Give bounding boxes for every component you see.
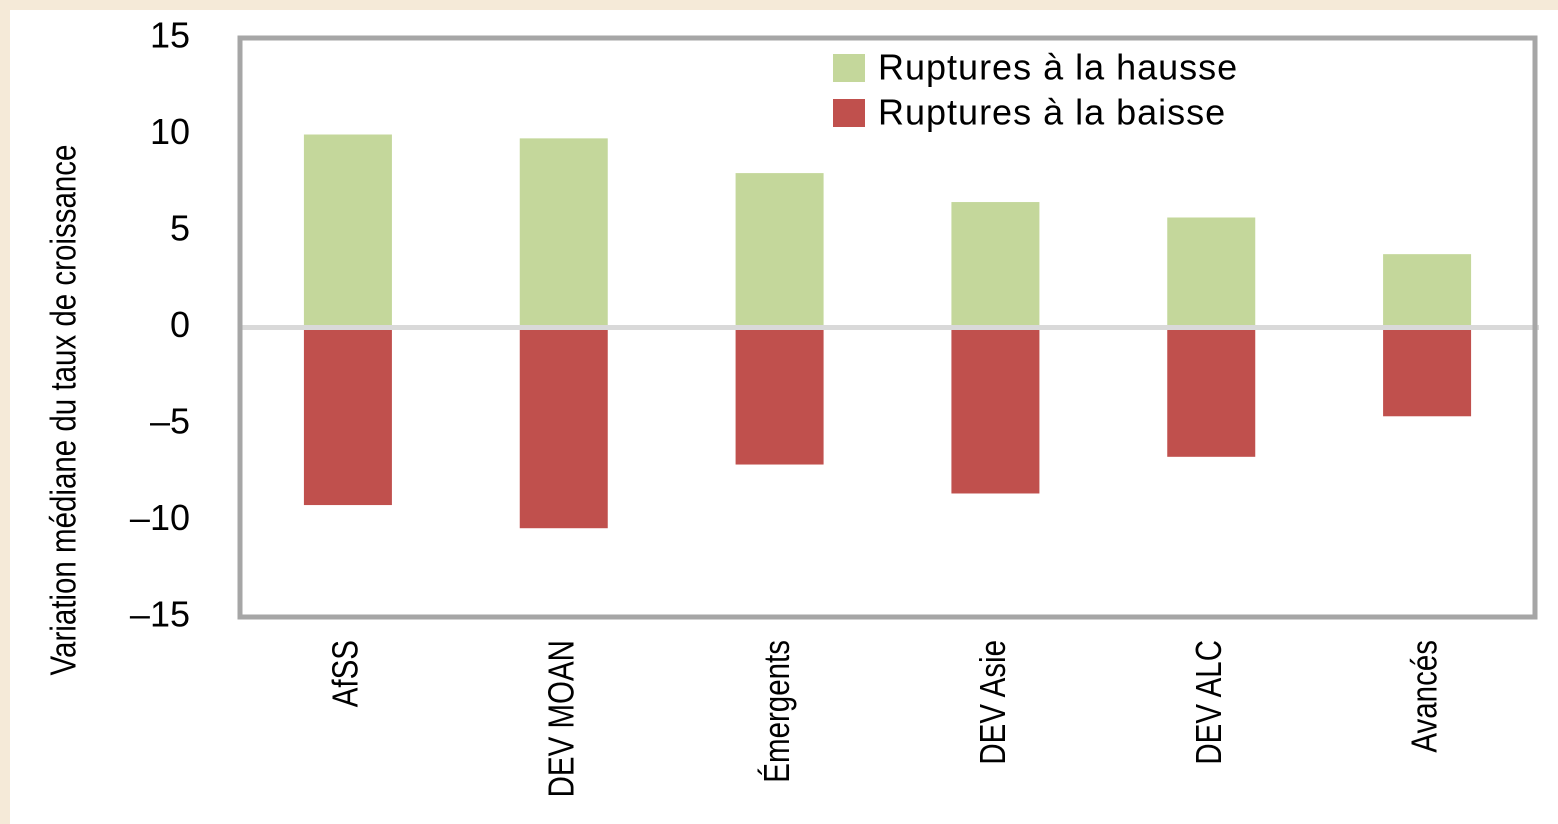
y-tick-label: –15	[130, 594, 190, 635]
x-tick-label: Avancés	[1404, 640, 1444, 753]
plot-frame	[237, 35, 1538, 620]
legend-swatch	[833, 99, 865, 127]
bar	[1167, 217, 1256, 328]
bar	[1167, 327, 1256, 457]
bar	[519, 327, 608, 529]
bar	[735, 173, 824, 328]
legend-swatch	[833, 54, 865, 82]
bar	[303, 134, 392, 328]
bar	[951, 202, 1040, 328]
bar	[735, 327, 824, 465]
bar	[1383, 254, 1472, 328]
x-tick-label: DEV Asie	[972, 640, 1012, 765]
y-tick-label: 5	[170, 208, 190, 249]
bar	[1383, 327, 1472, 417]
y-tick-label: –10	[130, 497, 190, 538]
bar	[303, 327, 392, 506]
y-axis-label: Variation médiane du taux de croissance	[43, 145, 83, 676]
legend-label: Ruptures à la baisse	[878, 92, 1226, 133]
y-tick-label: 0	[170, 304, 190, 345]
x-tick-label: DEV MOAN	[540, 640, 580, 797]
y-tick-label: 15	[150, 15, 190, 56]
legend-label: Ruptures à la hausse	[878, 47, 1238, 88]
y-tick-label: 10	[150, 111, 190, 152]
x-tick-label: AfSS	[325, 640, 365, 707]
bar	[951, 327, 1040, 494]
x-tick-label: Émergents	[756, 640, 796, 783]
x-tick-label: DEV ALC	[1188, 640, 1228, 765]
y-tick-label: –5	[150, 401, 190, 442]
bar	[519, 138, 608, 328]
